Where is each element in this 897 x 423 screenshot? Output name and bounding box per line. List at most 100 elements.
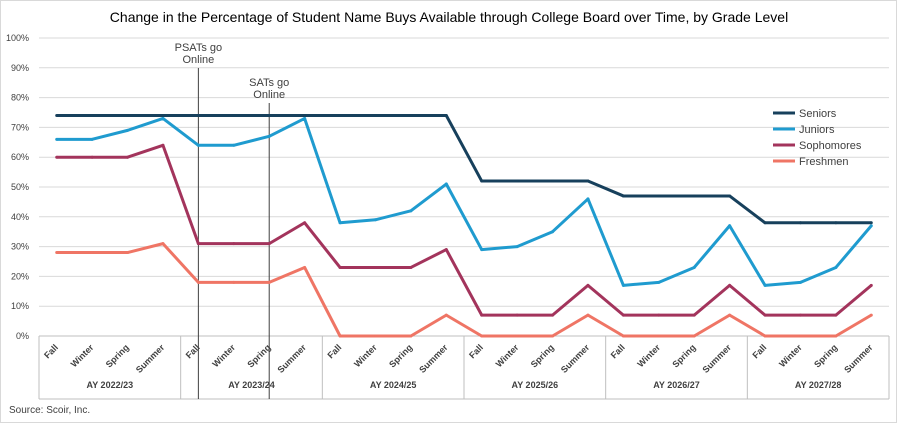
series-line [56,116,873,287]
series-freshmen [55,242,873,338]
data-point [834,334,838,338]
data-point [657,313,661,317]
data-point [834,221,838,225]
y-tick-label: 50% [11,182,29,192]
x-tick-label: Winter [635,342,662,369]
data-point [515,179,519,183]
source-note: Source: Scoir, Inc. [9,405,90,416]
data-point [161,242,165,246]
series-juniors [55,116,873,287]
data-point [55,113,59,117]
y-tick-label: 70% [11,122,29,132]
data-point [692,334,696,338]
x-tick-label: Spring [387,342,414,369]
series-line [56,113,872,225]
data-point [480,248,484,252]
series-line [56,143,873,317]
x-tick-label: Fall [42,342,60,360]
data-point [338,221,342,225]
x-group-label: AY 2023/24 [228,380,275,390]
data-point [90,251,94,255]
annotation-label: SATs go [249,77,289,89]
x-tick-label: Summer [701,342,734,375]
data-point [161,113,165,117]
data-point [373,113,377,117]
data-point [90,155,94,159]
data-point [303,221,307,225]
data-point [409,334,413,338]
x-tick-label: Summer [134,342,167,375]
x-tick-label: Spring [812,342,839,369]
data-point [303,116,307,120]
data-point [551,230,555,234]
data-point [303,265,307,269]
data-point [303,113,307,117]
data-point [444,182,448,186]
data-point [763,313,767,317]
data-point [657,334,661,338]
data-point [586,313,590,317]
data-point [657,194,661,198]
y-tick-label: 80% [11,93,29,103]
annotation-label: PSATs go [175,42,223,54]
data-point [267,280,271,284]
x-tick-label: Summer [417,342,450,375]
y-tick-label: 30% [11,242,29,252]
y-tick-label: 40% [11,212,29,222]
data-point [126,251,130,255]
x-tick-label: Fall [750,342,768,360]
x-tick-label: Summer [276,342,309,375]
data-point [338,334,342,338]
series-sophomores [55,143,873,317]
data-point [692,265,696,269]
grid-lines [39,37,889,337]
data-point [55,137,59,141]
data-point [515,245,519,249]
data-point [621,313,625,317]
annotation-label: Online [253,89,285,101]
data-point [126,155,130,159]
y-tick-label: 100% [6,33,29,43]
x-group-label: AY 2025/26 [512,380,559,390]
series-line [56,242,873,338]
data-point [267,113,271,117]
series-lines [55,113,873,338]
data-point [515,334,519,338]
legend: Seniors Juniors Sophomores Freshmen [773,108,862,168]
y-tick-label: 20% [11,271,29,281]
annotation-label: Online [182,54,214,66]
x-group-label: AY 2027/28 [795,380,842,390]
data-point [126,113,130,117]
data-point [232,242,236,246]
data-point [763,283,767,287]
data-point [728,313,732,317]
data-point [692,194,696,198]
data-point [232,113,236,117]
data-point [869,313,873,317]
data-point [161,143,165,147]
data-point [728,283,732,287]
data-point [480,179,484,183]
data-point [586,179,590,183]
data-point [621,194,625,198]
legend-label: Sophomores [799,140,862,152]
data-point [586,283,590,287]
data-point [196,242,200,246]
data-point [763,221,767,225]
data-point [798,280,802,284]
data-point [728,194,732,198]
data-point [409,209,413,213]
data-point [196,143,200,147]
data-point [480,313,484,317]
x-tick-label: Fall [325,342,343,360]
x-tick-label: Winter [494,342,521,369]
x-tick-label: Winter [777,342,804,369]
x-group-label: AY 2024/25 [370,380,417,390]
data-point [798,313,802,317]
data-point [90,137,94,141]
data-point [373,265,377,269]
x-tick-label: Winter [352,342,379,369]
